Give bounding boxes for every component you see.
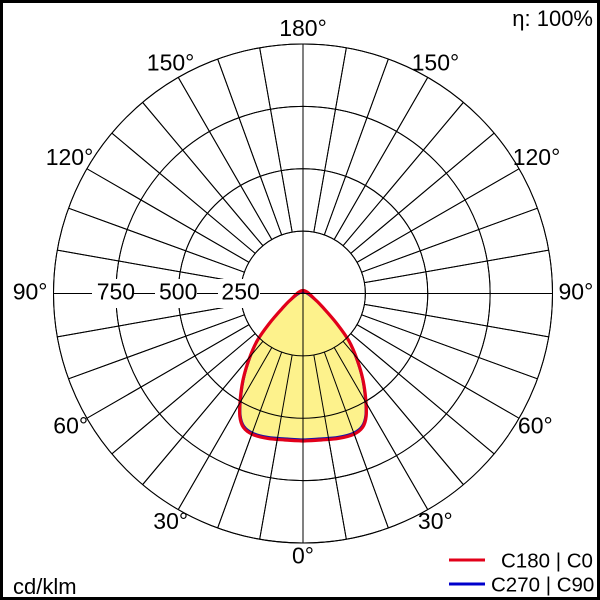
svg-text:500: 500 bbox=[159, 279, 197, 305]
svg-text:250: 250 bbox=[221, 279, 259, 305]
svg-text:η: 100%: η: 100% bbox=[512, 6, 593, 31]
svg-text:0°: 0° bbox=[292, 542, 314, 568]
svg-text:180°: 180° bbox=[279, 15, 327, 41]
svg-text:60°: 60° bbox=[518, 413, 553, 439]
svg-text:90°: 90° bbox=[13, 279, 48, 305]
svg-text:120°: 120° bbox=[46, 144, 94, 170]
svg-text:150°: 150° bbox=[147, 49, 195, 75]
svg-text:150°: 150° bbox=[412, 49, 460, 75]
svg-text:C180 | C0: C180 | C0 bbox=[501, 549, 593, 572]
svg-text:750: 750 bbox=[97, 279, 135, 305]
svg-text:cd/klm: cd/klm bbox=[13, 574, 77, 599]
svg-text:120°: 120° bbox=[513, 144, 561, 170]
svg-text:C270 | C90: C270 | C90 bbox=[491, 573, 594, 596]
svg-text:60°: 60° bbox=[53, 413, 88, 439]
svg-text:30°: 30° bbox=[418, 508, 453, 534]
svg-text:90°: 90° bbox=[559, 279, 594, 305]
svg-text:30°: 30° bbox=[153, 508, 188, 534]
